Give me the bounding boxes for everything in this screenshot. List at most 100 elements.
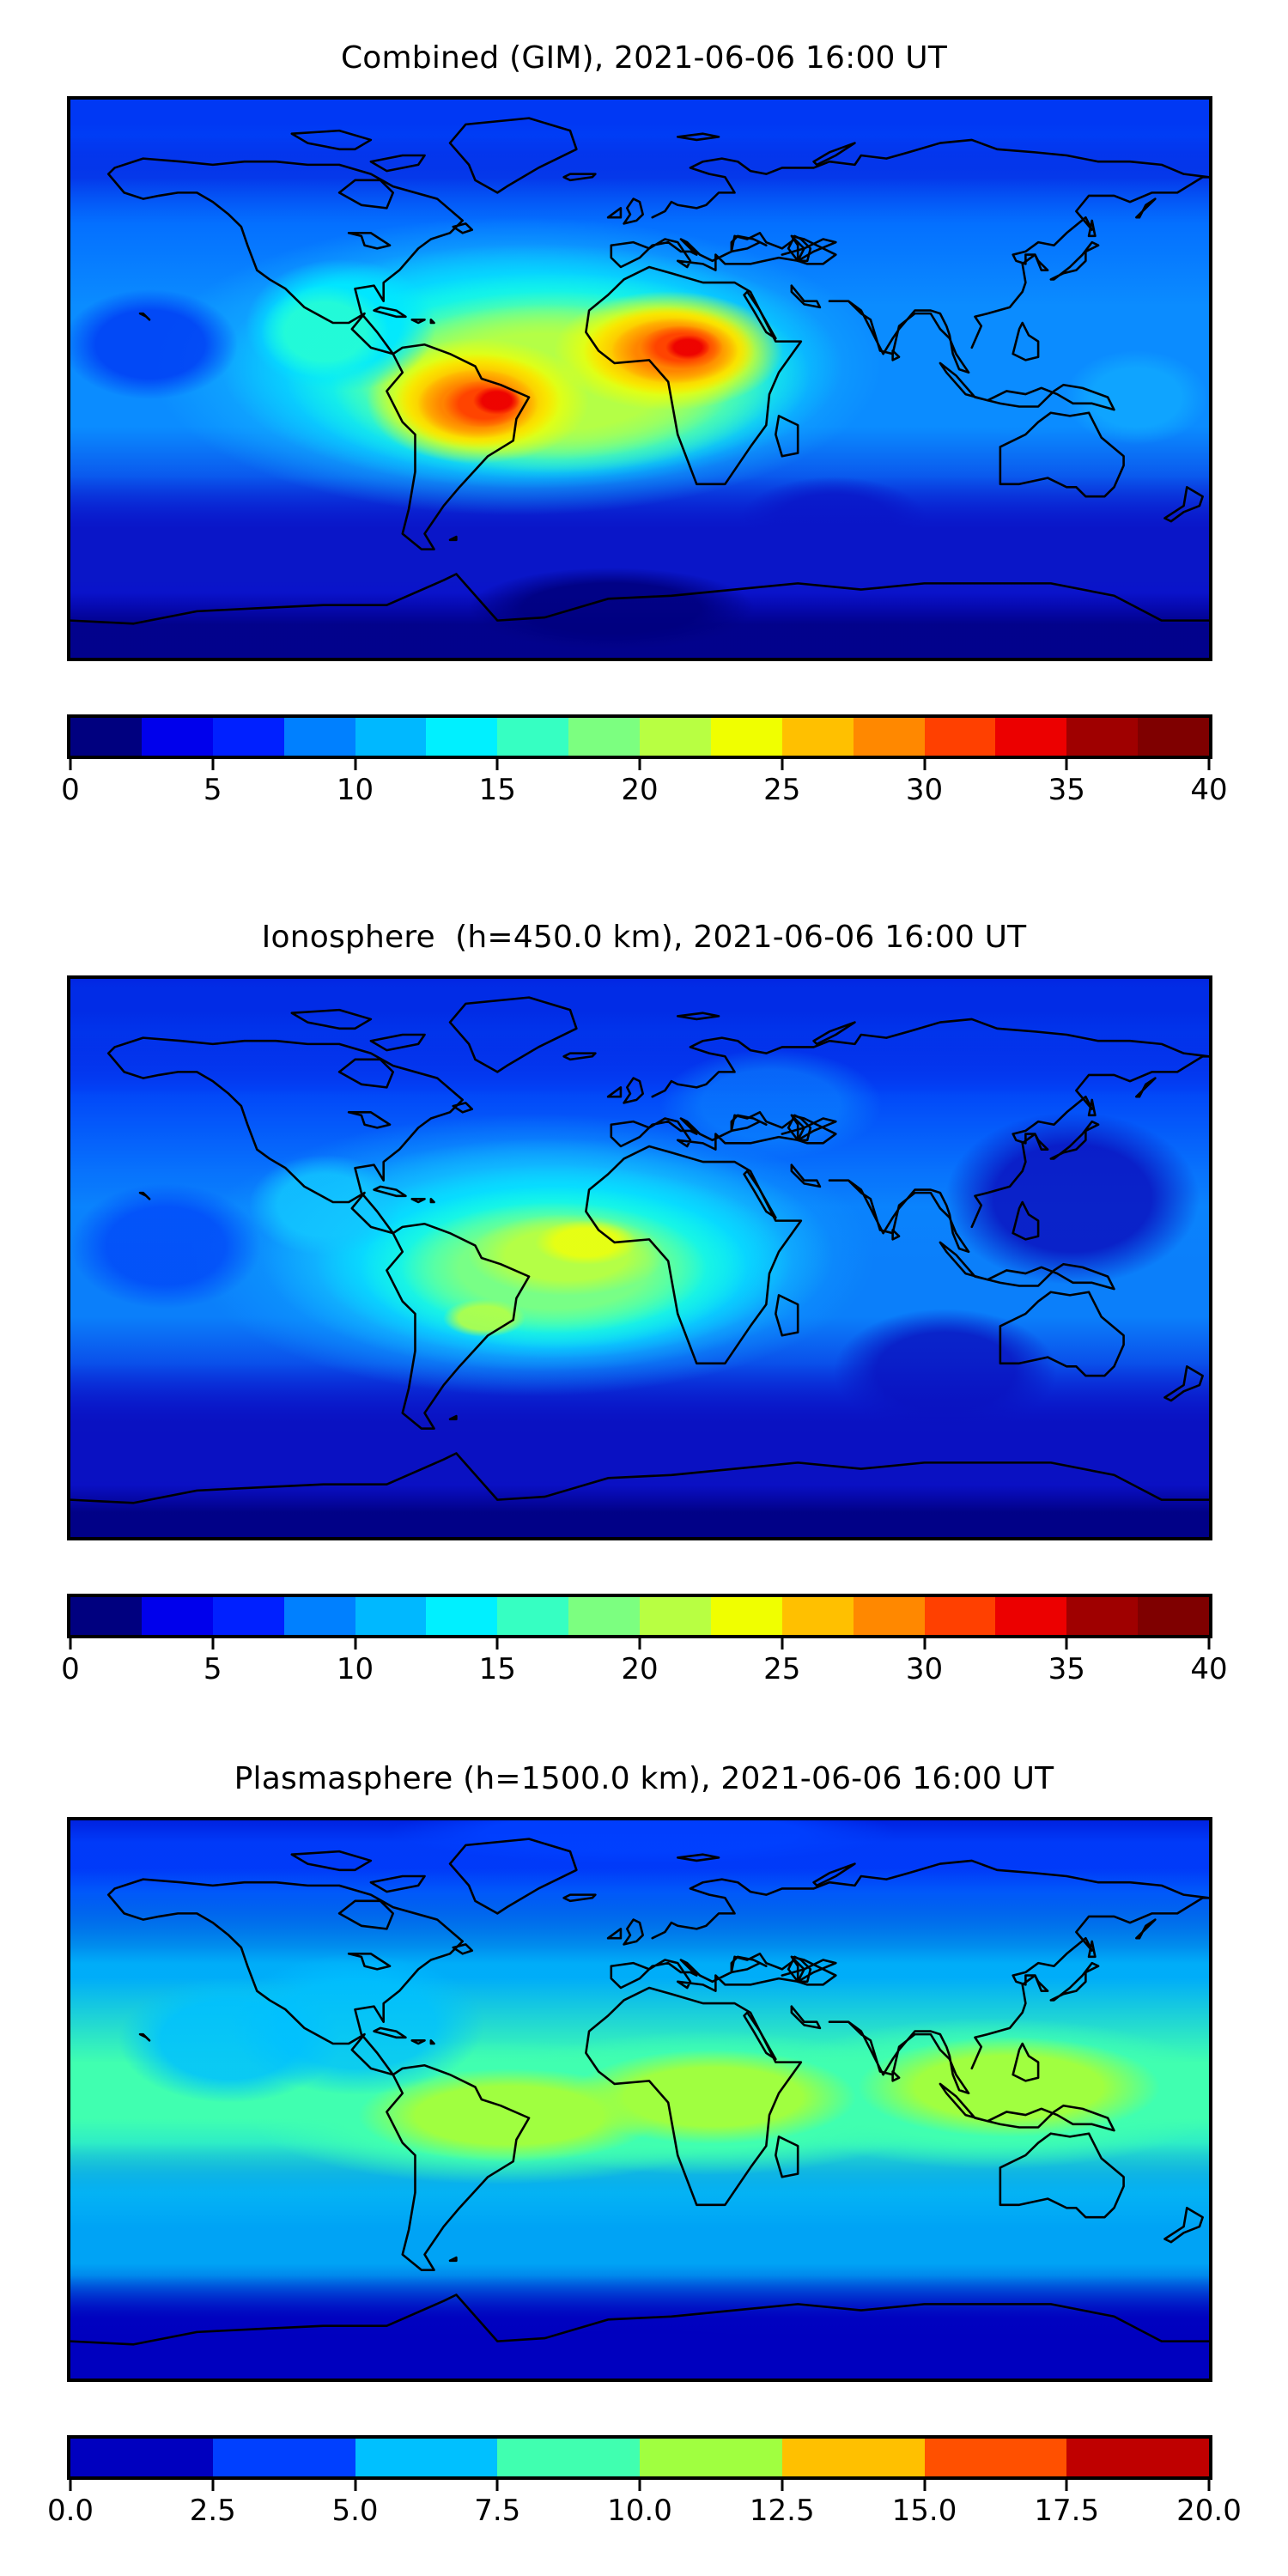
coastline-path bbox=[429, 1198, 435, 1204]
coastline-path bbox=[347, 232, 392, 250]
coastline-path bbox=[606, 1086, 623, 1098]
colorbar-band bbox=[710, 718, 782, 756]
colorbar-tick bbox=[354, 2480, 356, 2491]
coastline-path bbox=[386, 343, 531, 550]
colorbar-band bbox=[1066, 2439, 1209, 2476]
coastline-path bbox=[606, 1928, 623, 1940]
colorbar-band bbox=[1138, 1597, 1209, 1635]
coastline-path bbox=[828, 300, 970, 374]
contour-blob bbox=[738, 476, 930, 571]
coastline-path bbox=[939, 361, 1115, 411]
colorbar-tick-label: 10 bbox=[336, 1652, 374, 1686]
colorbar-strip-plasmasphere bbox=[67, 2435, 1212, 2480]
contour-blob bbox=[420, 2322, 866, 2379]
coastline-path bbox=[429, 319, 435, 325]
coastline-path bbox=[369, 1874, 426, 1893]
colorbar-band bbox=[1138, 718, 1209, 756]
contour-blob bbox=[1064, 350, 1208, 446]
coastline-path bbox=[1049, 1120, 1100, 1160]
coastline-path bbox=[787, 234, 812, 263]
coastline-path bbox=[1135, 197, 1157, 219]
coastline-path bbox=[1012, 1200, 1040, 1241]
colorbar-labels-combined: 0 5 10 15 20 25 30 35 40 bbox=[61, 771, 1227, 812]
coastline-path bbox=[562, 1893, 597, 1903]
colorbar-band bbox=[853, 718, 925, 756]
colorbar-band bbox=[781, 2439, 925, 2476]
coastline-path bbox=[347, 1111, 392, 1129]
colorbar-tick bbox=[923, 2480, 926, 2491]
coastline-path bbox=[610, 232, 805, 271]
colorbar-band bbox=[640, 2439, 782, 2476]
coastline-path bbox=[1135, 1077, 1157, 1098]
coastline-path bbox=[429, 2039, 435, 2045]
tec-field-ionosphere bbox=[70, 979, 1209, 1537]
colorbar-band bbox=[283, 1597, 355, 1635]
coastline-path bbox=[891, 1229, 901, 1241]
coastline-path bbox=[790, 234, 837, 265]
tec-field-combined bbox=[70, 100, 1209, 658]
colorbar-band bbox=[355, 2439, 498, 2476]
colorbar-tick bbox=[638, 1638, 641, 1649]
coastline-path bbox=[1163, 2207, 1204, 2244]
contour-blob bbox=[665, 335, 710, 361]
coastline-path bbox=[775, 2136, 799, 2178]
colorbar-band bbox=[497, 718, 569, 756]
colorbar-tick bbox=[781, 2480, 784, 2491]
coastline-path bbox=[373, 2026, 407, 2039]
map-axes-plasmasphere bbox=[67, 1817, 1212, 2382]
colorbar-tick bbox=[1207, 2480, 1211, 2491]
coastline-path bbox=[347, 1953, 392, 1971]
coastline-path bbox=[585, 1145, 803, 1365]
contour-blob bbox=[569, 2049, 857, 2144]
coastlines-overlay bbox=[70, 117, 1209, 625]
coastline-path bbox=[610, 1111, 805, 1151]
colorbar-band bbox=[1066, 1597, 1139, 1635]
colorbar-tick bbox=[69, 2480, 72, 2491]
colorbar-band bbox=[924, 2439, 1067, 2476]
colorbar-band bbox=[355, 1597, 427, 1635]
coastline-path bbox=[651, 1859, 1209, 1940]
colorbar-tick-label: 35 bbox=[1048, 1652, 1085, 1686]
coastline-path bbox=[1012, 2042, 1040, 2082]
contour-blob bbox=[659, 1049, 882, 1160]
colorbar-band bbox=[70, 2439, 213, 2476]
coastline-path bbox=[790, 1955, 837, 1986]
colorbar-tick bbox=[1065, 759, 1068, 770]
colorbar-tick bbox=[211, 2480, 215, 2491]
colorbar-band bbox=[141, 718, 213, 756]
coastline-path bbox=[781, 1959, 837, 1984]
coastline-path bbox=[373, 306, 407, 319]
colorbar-ticks-plasmasphere bbox=[67, 2480, 1212, 2492]
coastline-path bbox=[743, 2011, 777, 2061]
coastline-path bbox=[623, 1077, 644, 1104]
coastline-path bbox=[775, 1294, 799, 1337]
colorbar-tick-label: 0 bbox=[61, 1652, 80, 1686]
colorbar-tick bbox=[638, 759, 641, 770]
colorbar-combined: 0 5 10 15 20 25 30 35 40 bbox=[61, 714, 1228, 812]
colorbar-tick bbox=[1207, 759, 1211, 770]
coastline-path bbox=[775, 415, 799, 458]
colorbar-tick-label: 10.0 bbox=[607, 2494, 672, 2528]
coastline-path bbox=[730, 234, 768, 253]
colorbar-band bbox=[853, 1597, 925, 1635]
colorbar-band bbox=[283, 718, 355, 756]
colorbar-tick bbox=[923, 759, 926, 770]
coastline-path bbox=[1135, 1918, 1157, 1940]
colorbar-tick-label: 30 bbox=[905, 773, 944, 807]
colorbar-tick bbox=[69, 1638, 72, 1649]
coastline-path bbox=[337, 1058, 395, 1089]
coastline-path bbox=[623, 1918, 644, 1946]
coastline-path bbox=[1049, 1961, 1100, 2002]
coastline-path bbox=[410, 319, 426, 325]
contour-blob bbox=[70, 1182, 262, 1309]
map-axes-ionosphere bbox=[67, 975, 1212, 1540]
contour-blob bbox=[261, 284, 389, 380]
coastline-path bbox=[448, 117, 578, 194]
coastline-path bbox=[448, 2256, 458, 2263]
coastline-path bbox=[337, 179, 395, 210]
colorbar-band bbox=[70, 718, 142, 756]
coastline-path bbox=[828, 2020, 970, 2095]
colorbar-tick-label: 5 bbox=[203, 773, 222, 807]
coastline-path bbox=[999, 2132, 1125, 2219]
